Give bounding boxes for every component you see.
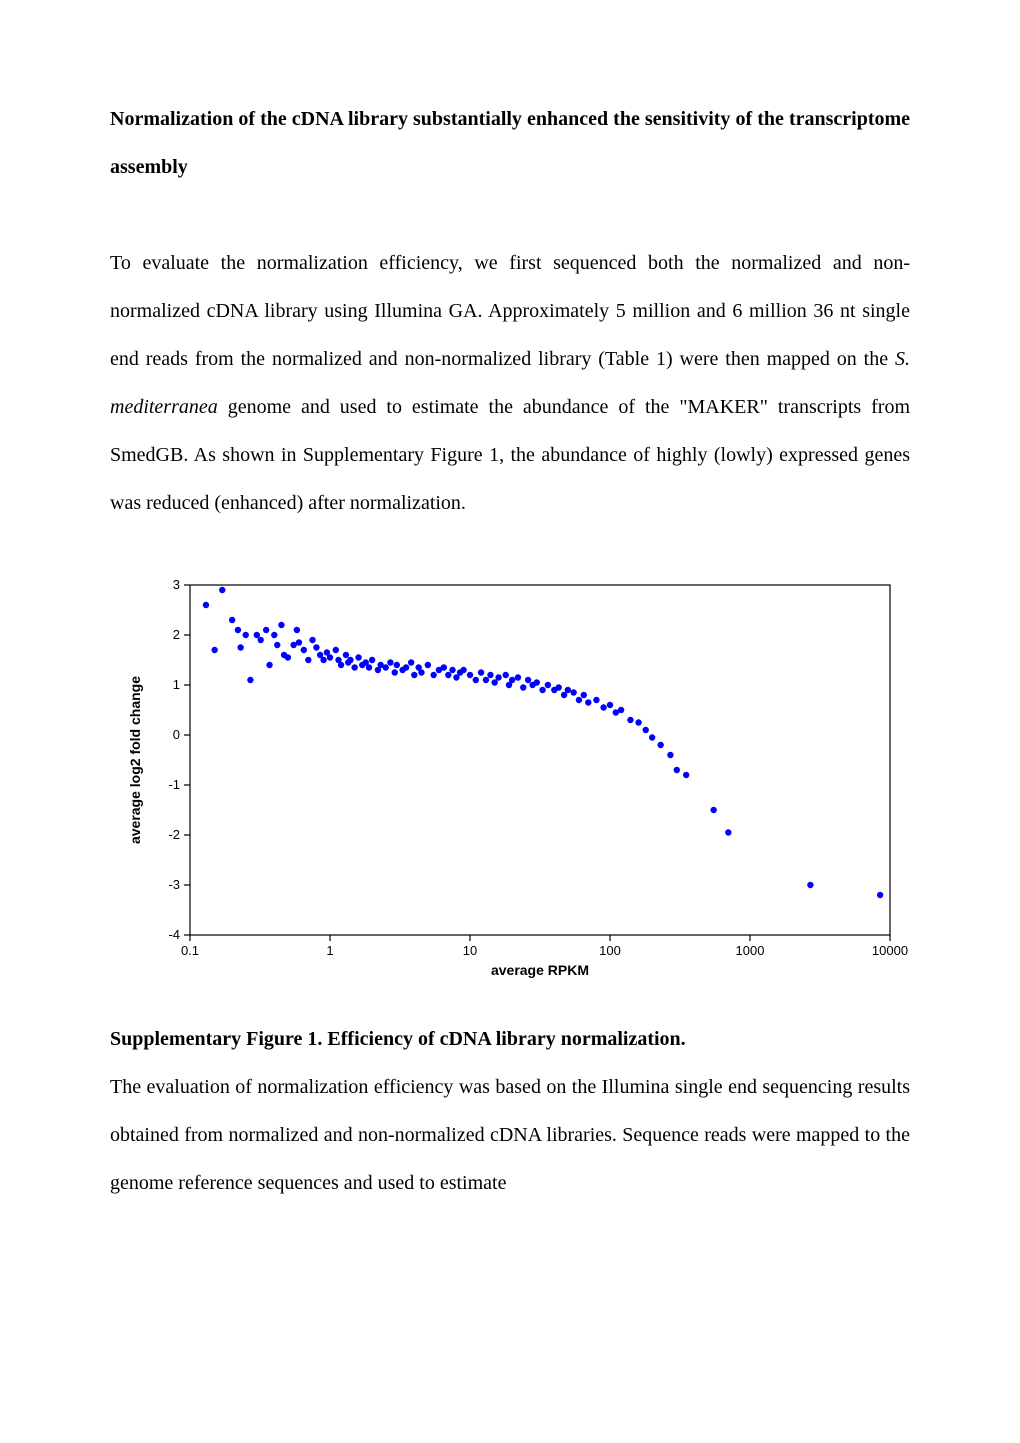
svg-text:0.1: 0.1 bbox=[181, 943, 199, 958]
paragraph-1: To evaluate the normalization efficiency… bbox=[110, 239, 910, 527]
svg-text:100: 100 bbox=[599, 943, 621, 958]
section-heading: Normalization of the cDNA library substa… bbox=[110, 95, 910, 191]
svg-text:-4: -4 bbox=[168, 927, 180, 942]
heading-line1: Normalization of the cDNA library substa… bbox=[110, 108, 784, 130]
para1-b: genome and used to estimate the abundanc… bbox=[110, 396, 910, 514]
svg-text:0: 0 bbox=[173, 727, 180, 742]
svg-text:1: 1 bbox=[173, 677, 180, 692]
svg-text:average RPKM: average RPKM bbox=[491, 962, 589, 978]
svg-text:-3: -3 bbox=[168, 877, 180, 892]
svg-text:1: 1 bbox=[326, 943, 333, 958]
para1-a: To evaluate the normalization efficiency… bbox=[110, 252, 910, 370]
svg-text:1000: 1000 bbox=[736, 943, 765, 958]
scatter-chart: -4 -3 -2 -1 0 1 2 3 0.1 1 10 100 1000 10000 average RP… bbox=[110, 575, 910, 995]
svg-text:-2: -2 bbox=[168, 827, 180, 842]
svg-text:2: 2 bbox=[173, 627, 180, 642]
svg-text:10: 10 bbox=[463, 943, 477, 958]
chart-svg: -4 -3 -2 -1 0 1 2 3 0.1 1 10 100 1000 10000 average RP… bbox=[110, 575, 910, 995]
svg-text:10000: 10000 bbox=[872, 943, 908, 958]
figure-caption-body: The evaluation of normalization efficien… bbox=[110, 1063, 910, 1207]
svg-text:average log2 fold change: average log2 fold change bbox=[127, 676, 143, 844]
figure-caption-title: Supplementary Figure 1. Efficiency of cD… bbox=[110, 1015, 910, 1063]
svg-text:3: 3 bbox=[173, 577, 180, 592]
svg-text:-1: -1 bbox=[168, 777, 180, 792]
